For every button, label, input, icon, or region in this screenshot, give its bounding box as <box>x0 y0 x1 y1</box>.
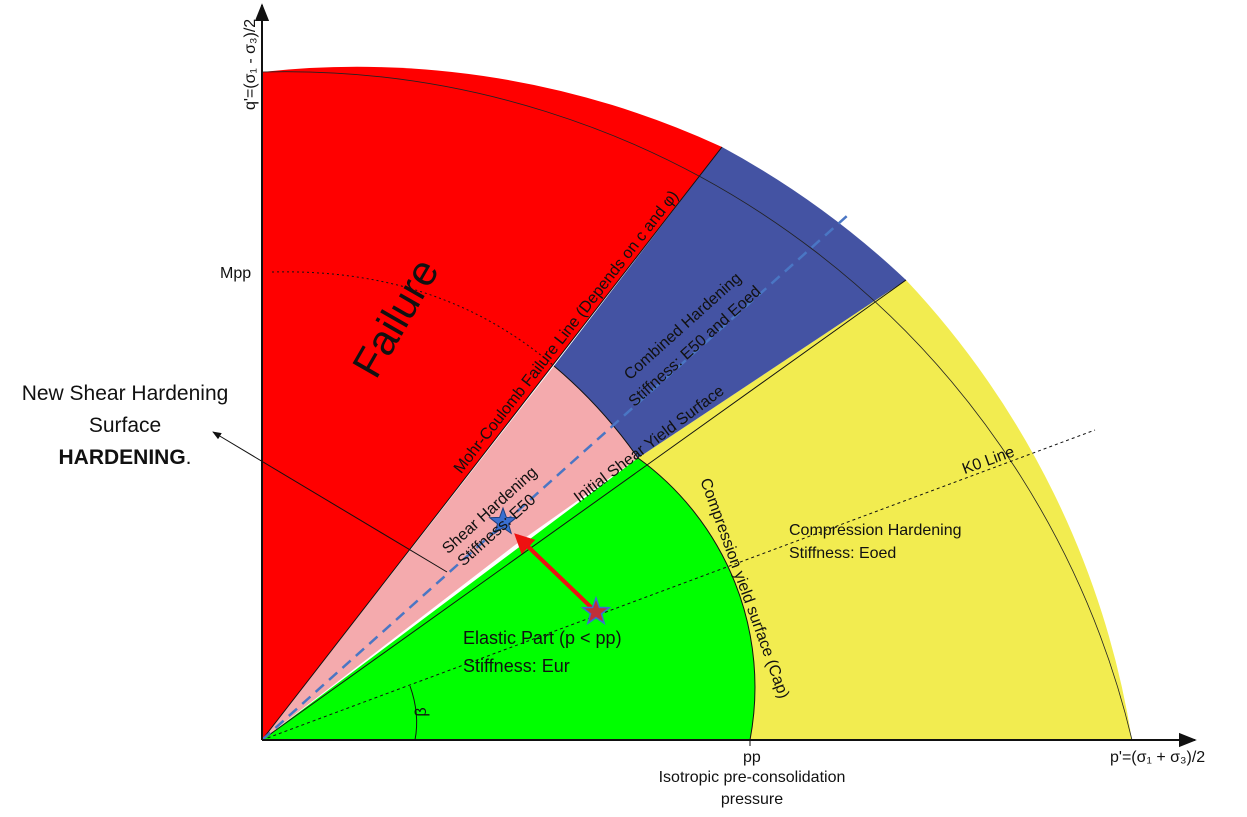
annotation-line3: HARDENING. <box>58 446 191 469</box>
shear-yield-line <box>261 279 907 741</box>
beta-label: β <box>413 707 430 716</box>
q-axis-label: q'=(σ₁ - σ₃)/2 <box>242 19 259 110</box>
annotation-line2: Surface <box>89 414 161 437</box>
elastic-label-line2: Stiffness: Eur <box>463 656 570 676</box>
elastic-region <box>262 458 755 740</box>
shear-trend-dashed-line <box>261 214 849 741</box>
compression-label-line2: Stiffness: Eoed <box>789 545 896 562</box>
shear-hardening-region <box>262 366 638 740</box>
stress-path-arrow <box>514 533 598 614</box>
previous-state-star <box>580 595 612 626</box>
current-state-star <box>488 506 518 535</box>
cap-arc <box>637 457 756 741</box>
shear-yield-arc <box>553 365 639 459</box>
p-axis-label: p'=(σ₁ + σ₃)/2 <box>1110 749 1205 766</box>
mp-label: Mpp <box>220 265 251 282</box>
mohr-coulomb-line <box>261 146 723 741</box>
annotation-line3-bold: HARDENING <box>58 446 185 469</box>
outer-arc <box>261 71 1133 741</box>
annotation-line3-suffix: . <box>186 446 192 469</box>
pp-caption-line2: pressure <box>721 791 783 808</box>
mp-level-arc <box>271 271 555 367</box>
pp-label: pp <box>743 749 761 766</box>
k0-line <box>261 429 1096 741</box>
failure-region <box>262 66 722 741</box>
compression-hardening-region <box>638 280 1132 740</box>
pp-caption-line1: Isotropic pre-consolidation <box>659 769 846 786</box>
compression-label-line1: Compression Hardening <box>789 522 962 539</box>
combined-hardening-region <box>554 147 906 458</box>
annotation-pointer <box>212 431 448 573</box>
elastic-label-line1: Elastic Part (p < pp) <box>463 628 622 648</box>
annotation-line1: New Shear Hardening <box>22 382 229 405</box>
beta-arc <box>409 685 418 741</box>
